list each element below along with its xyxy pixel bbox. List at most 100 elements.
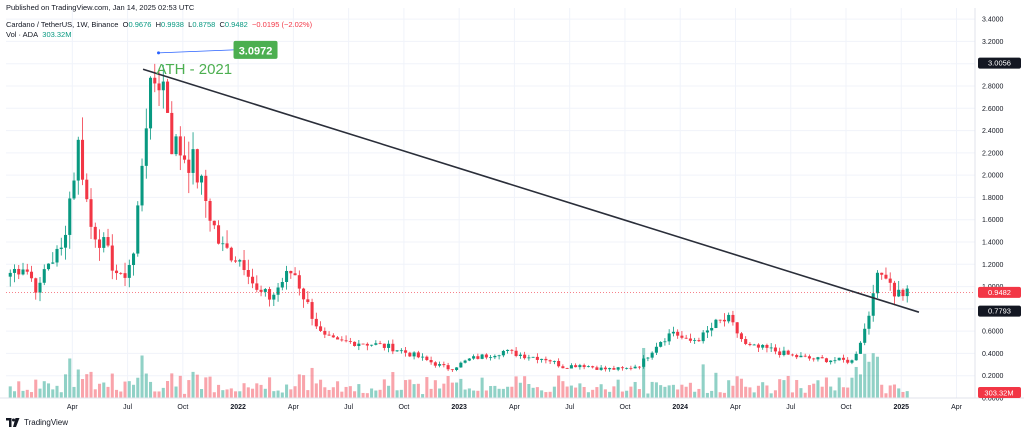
candle-body (501, 350, 505, 356)
candle-body (144, 128, 148, 166)
ath-price-box: 3.0972 (233, 40, 278, 59)
volume-bar (663, 386, 667, 398)
volume-bar (157, 391, 161, 398)
volume-bar (552, 386, 556, 398)
volume-bar (374, 390, 378, 398)
candle-body (170, 112, 174, 155)
candle-body (34, 278, 38, 293)
candle-body (357, 343, 361, 346)
volume-bar (892, 384, 896, 398)
volume-bar (693, 391, 697, 398)
symbol-name[interactable]: Cardano / TetherUS, 1W, Binance (6, 20, 119, 29)
volume-bar (149, 381, 153, 398)
volume-bar (144, 373, 148, 398)
candle-body (518, 354, 522, 356)
candle-body (761, 344, 765, 348)
price-axis[interactable]: 3.40003.20003.00002.80002.60002.40002.20… (982, 17, 1004, 403)
volume-bar (790, 392, 794, 398)
candle-body (306, 299, 310, 303)
volume-tag: 303.32M (978, 387, 1021, 398)
price-tick-label: 0.4000 (982, 351, 1004, 358)
volume-bar (701, 364, 705, 398)
volume-bar (714, 372, 718, 398)
candle-body (574, 365, 578, 368)
volume-bar (850, 377, 854, 398)
volume-bar (697, 388, 701, 398)
time-tick-label: Jul (123, 404, 132, 411)
candle-body (731, 314, 735, 323)
candle-body (348, 341, 352, 342)
candle-body (297, 275, 301, 289)
tradingview-footer[interactable]: TradingView (6, 418, 68, 427)
candle-body (489, 357, 493, 359)
volume-bar (782, 380, 786, 398)
volume-legend[interactable]: Vol · ADA 303.32M (6, 30, 71, 39)
volume-bar (905, 391, 909, 398)
time-tick-label: Jul (786, 404, 795, 411)
candle-body (412, 352, 416, 357)
volume-bar (799, 388, 803, 398)
candle-body (812, 358, 816, 360)
ath-label: ATH - 2021 (157, 61, 233, 78)
volume-bar (591, 389, 595, 398)
candle-body (263, 289, 267, 292)
candle-body (748, 343, 752, 346)
volume-bar (259, 384, 263, 398)
candle-body (739, 333, 743, 340)
candle-body (608, 368, 612, 370)
candle-body (289, 270, 293, 274)
candle-body (191, 149, 195, 173)
candle-body (816, 357, 820, 360)
volume-bar (455, 382, 459, 398)
candle-body (654, 346, 658, 353)
candle-body (327, 334, 331, 336)
volume-bar (97, 383, 102, 398)
candle-body (646, 357, 650, 359)
volume-bar (306, 390, 310, 398)
volume-bar (582, 386, 586, 398)
candle-body (42, 269, 46, 283)
candle-body (195, 149, 199, 183)
volume-bar (344, 386, 348, 398)
candle-body (314, 318, 318, 327)
candle-body (246, 269, 250, 277)
candle-body (569, 365, 573, 369)
candle-body (153, 77, 157, 84)
candle-body (204, 175, 208, 201)
candle-body (242, 260, 246, 270)
candle-body (365, 343, 369, 346)
volume-bar (803, 392, 807, 398)
volume-bar (102, 382, 106, 398)
candle-body (680, 335, 684, 338)
candle-body (21, 269, 25, 275)
candle-body (212, 220, 216, 226)
candle-body (17, 268, 21, 275)
volume-bar (739, 378, 743, 398)
candle-body (217, 225, 221, 244)
volume-bar (901, 391, 905, 398)
volume-bar (327, 389, 331, 398)
candle-body (493, 355, 497, 358)
candle-body (506, 349, 510, 351)
candle-body (837, 357, 841, 361)
volume-bar (646, 393, 650, 398)
candle-body (140, 165, 144, 206)
candle-body (552, 360, 556, 362)
candle-body (89, 199, 93, 227)
volume-bar (204, 377, 208, 398)
candle-body (229, 247, 233, 261)
volume-bar (820, 386, 824, 398)
time-axis[interactable]: Apr Jul Oct 2022 Apr Jul Oct 2023 Apr Jul Oct 2024 A… (67, 404, 963, 411)
candle-body (561, 366, 565, 369)
symbol-legend[interactable]: Cardano / TetherUS, 1W, Binance O0.9676 … (6, 20, 312, 29)
volume-bar (357, 384, 361, 398)
volume-bar (225, 389, 229, 398)
trendline[interactable] (142, 68, 920, 313)
volume-bar (416, 383, 420, 398)
candle-body (63, 234, 68, 248)
candle-body (663, 341, 667, 343)
volume-bar (21, 390, 25, 398)
candle-body (467, 358, 471, 361)
candle-body (429, 359, 433, 363)
